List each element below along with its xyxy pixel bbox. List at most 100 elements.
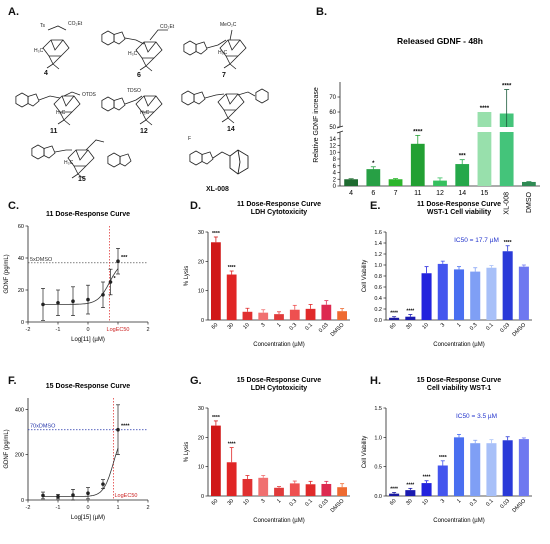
x-axis-title: Log[15] (µM) [71,515,105,521]
bar [258,312,269,320]
bar [470,271,481,320]
data-point [116,259,120,264]
bar [410,143,425,186]
x-tick-label: 0.03 [318,498,330,510]
x-tick-label: LogEC50 [107,327,130,333]
mol-xl008-quinuclidine [229,149,249,175]
x-tick-label: 0 [86,505,89,511]
chart-e-subtitle: WST-1 Cell viability [427,209,491,216]
y-tick-label: 0.2 [374,307,382,313]
y-tick-label: 10 [198,465,204,471]
y-tick-label: 50 [329,125,336,131]
x-tick-label: 7 [394,190,398,197]
bar [453,437,465,496]
x-tick-label: 3 [260,498,266,504]
y-tick-label: 14 [329,137,336,143]
fragment-h3c-15: H₃C [64,160,74,166]
mol-15-pyrrole-ring [43,145,56,159]
bar [337,311,348,320]
chart-f-title: 15 Dose-Response Curve [46,383,131,390]
significance-label: **** [439,455,447,461]
chart-f: 15 Dose-Response Curve 0 200 400 -2 -1 0 1 2 70xD… [4,383,150,521]
significance-label: * [114,276,117,282]
mol-14-benzyl-linker [237,91,256,97]
y-tick-label: 0.0 [374,318,382,324]
x-tick-label: 10 [242,322,251,331]
bar [366,169,381,186]
y-tick-label: 6 [333,164,337,170]
y-tick-label: 0.4 [374,296,382,302]
mol-14-acetonide [221,109,237,124]
axis-break-mark [336,130,344,134]
fragment-f: F [188,136,192,142]
x-tick-label: 0.1 [485,322,495,332]
x-tick-label: 1 [456,498,462,504]
y-axis-title: Cell Viability [362,436,368,469]
y-tick-label: 20 [198,259,204,265]
y-tick-label: 1.4 [374,241,382,247]
mol-12-pyrrole-ring [113,97,126,111]
x-tick-label: 12 [436,190,444,197]
y-tick-label: 0 [201,318,204,324]
x-tick-label: 30 [405,498,414,507]
ec50-label: LogEC50 [115,493,138,499]
chart-e-title: 11 Dose-Response Curve [417,201,501,208]
mol-14-pyrrole-ring [193,91,206,105]
fragment-h3c-11: H₃C [56,110,66,116]
bar [421,483,432,496]
data-point [71,493,75,497]
fragment-h3c-7: H₃C [218,50,228,56]
x-tick-label: XL-008 [504,192,511,215]
fragment-otds: OTDS [82,92,96,98]
bar [242,478,253,496]
y-tick-label: 4 [333,171,337,177]
panel-label-e: E. [370,200,381,212]
molecule-label-15: 15 [78,176,86,183]
significance-label: **** [212,415,220,421]
mol-6-pyrrole-ring [113,31,126,45]
y-tick-label: 60 [18,224,24,230]
mol-7-acetonide [223,55,239,70]
bar [210,242,221,320]
significance-label: **** [390,486,398,492]
y-tick-label: 1.0 [374,263,382,269]
molecule-label-14: 14 [227,126,235,133]
x-tick-label: 10 [421,322,430,331]
y-tick-label: 70 [329,95,336,101]
bar-lower-segment [499,132,514,186]
x-tick-label: DMSO [526,191,533,213]
mol-7-ester-chain [229,29,233,41]
y-tick-label: 12 [329,144,336,150]
significance-label: **** [228,442,236,448]
y-axis-title: GDNF (pg/mL) [4,254,10,293]
y-tick-label: 0.6 [374,285,382,291]
x-tick-label: 11 [414,190,421,197]
bar [437,465,448,496]
x-tick-label: 0.3 [469,498,479,508]
significance-label: **** [121,424,130,430]
molecule-label-xl008: XL-008 [206,186,229,193]
panel-label-c: C. [8,200,19,212]
mol-11-acetonide [57,111,73,126]
ic50-annotation: IC50 = 17.7 µM [454,237,499,244]
mol-xl008-linker [212,151,231,159]
x-tick-label: 10 [421,498,430,507]
mol-11-silyl-chain [63,91,81,97]
y-tick-label: 8 [333,157,337,163]
x-tick-label: 60 [211,322,220,331]
fit-curve [43,447,119,497]
bar [226,274,237,320]
chart-d-title: 11 Dose-Response Curve [237,201,321,208]
fragment-co2et-4: CO₂Et [68,21,83,27]
bar [289,309,300,320]
x-tick-label: DMSO [511,322,527,338]
bar [455,164,470,186]
mol-4-ester-chain [47,25,67,31]
bar [305,308,316,320]
x-tick-label: 6 [371,190,375,197]
x-tick-label: DMSO [330,322,346,338]
bar [502,251,513,320]
